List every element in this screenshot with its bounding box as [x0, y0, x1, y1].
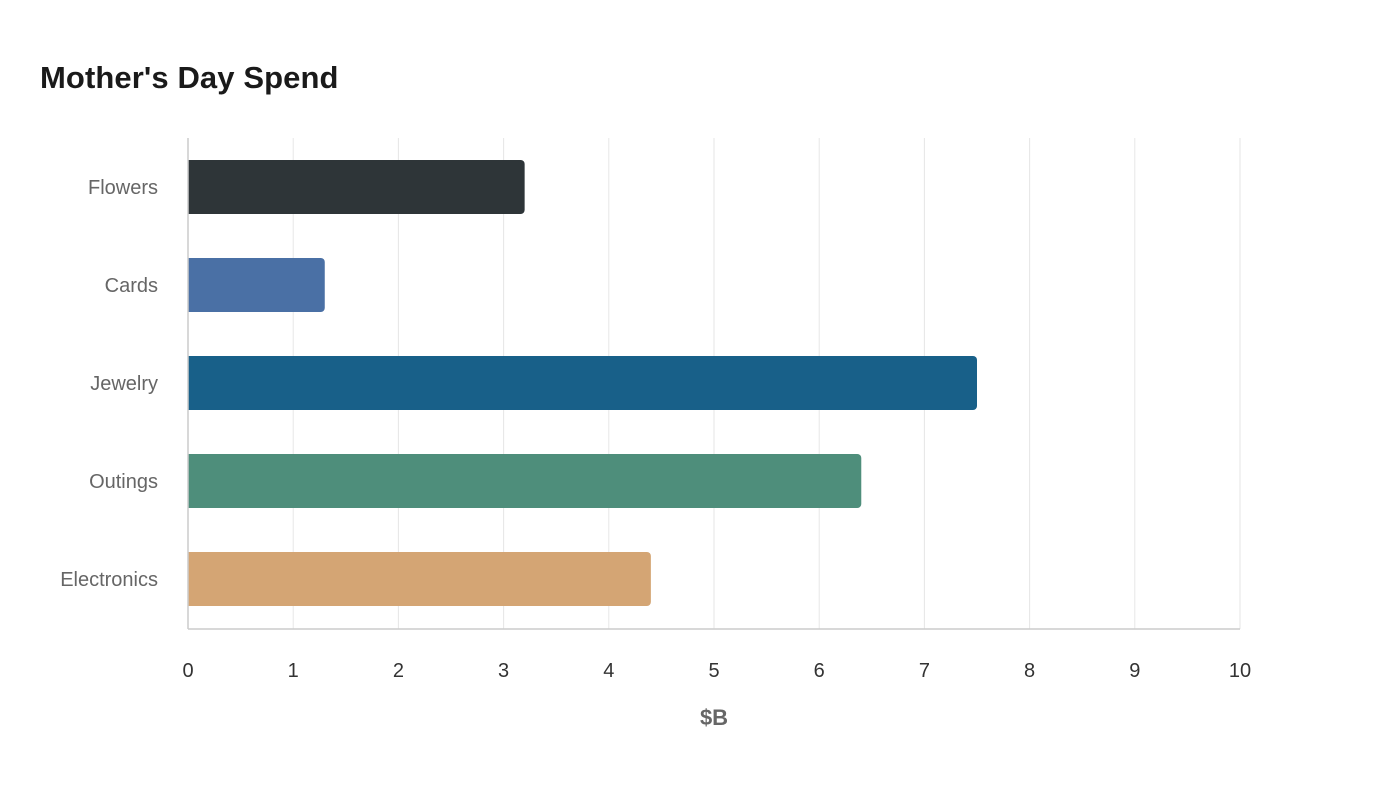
bar-outings: [188, 454, 862, 508]
axes: [187, 138, 1240, 630]
bar-flowers-base: [188, 160, 196, 214]
bars: [188, 160, 977, 606]
x-tick-label-0: 0: [182, 660, 193, 682]
chart-title: Mother's Day Spend: [40, 60, 339, 95]
x-tick-label-3: 3: [498, 660, 509, 682]
bar-cards: [188, 258, 325, 312]
x-tick-label-10: 10: [1229, 660, 1251, 682]
x-tick-label-5: 5: [708, 660, 719, 682]
bar-electronics-base: [188, 552, 196, 606]
category-label-outings: Outings: [89, 471, 158, 493]
bar-outings-base: [188, 454, 196, 508]
category-label-electronics: Electronics: [60, 569, 158, 591]
labels: 0 1 2 3 4 5 6 7 8 9 10 Flowers Cards Jewelry Outings El…: [60, 177, 1251, 682]
bar-flowers: [188, 160, 525, 214]
bar-jewelry: [188, 356, 977, 410]
bar-electronics: [188, 552, 651, 606]
bar-jewelry-base: [188, 356, 196, 410]
x-tick-label-2: 2: [393, 660, 404, 682]
category-label-flowers: Flowers: [88, 177, 158, 199]
x-tick-label-6: 6: [814, 660, 825, 682]
x-tick-label-9: 9: [1129, 660, 1140, 682]
bar-cards-base: [188, 258, 196, 312]
category-label-cards: Cards: [105, 275, 158, 297]
x-tick-label-7: 7: [919, 660, 930, 682]
x-tick-label-8: 8: [1024, 660, 1035, 682]
x-tick-label-1: 1: [288, 660, 299, 682]
x-tick-label-4: 4: [603, 660, 614, 682]
category-label-jewelry: Jewelry: [90, 373, 158, 395]
x-axis-title: $B: [700, 705, 728, 730]
